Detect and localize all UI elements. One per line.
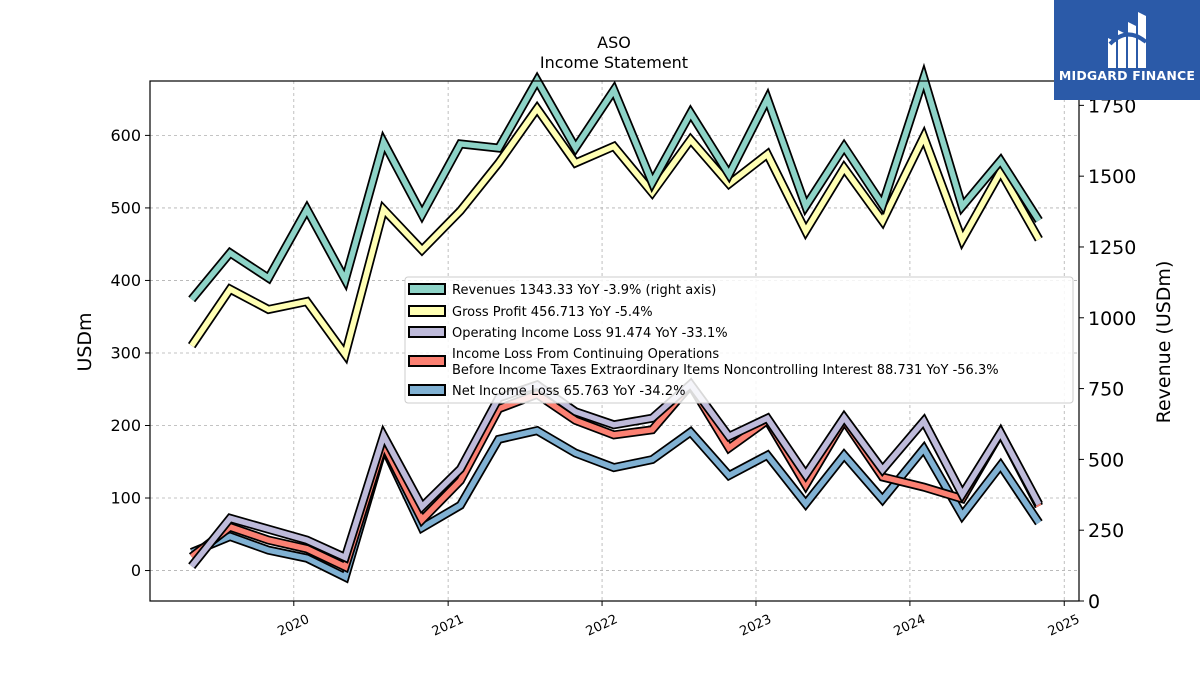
series-gross-profit xyxy=(187,100,1043,365)
right-tick-label: 0 xyxy=(1088,591,1100,613)
x-axis-ticks: 2020 2021 2022 2023 2024 2025 xyxy=(275,601,1082,640)
x-tick-label: 2025 xyxy=(1046,612,1082,640)
legend-item: Operating Income Loss 91.474 YoY -33.1% xyxy=(408,326,728,341)
right-tick-label: 1750 xyxy=(1088,95,1136,117)
left-tick-label: 100 xyxy=(110,489,141,508)
legend-item: Revenues 1343.33 YoY -3.9% (right axis) xyxy=(408,283,716,298)
right-axis-ticks: 0 250 500 750 1000 1250 1500 1750 xyxy=(1079,95,1136,613)
left-tick-label: 0 xyxy=(131,561,141,580)
left-tick-label: 300 xyxy=(110,343,141,362)
x-tick-label: 2024 xyxy=(892,612,928,640)
x-tick-label: 2020 xyxy=(275,612,311,640)
legend-swatch xyxy=(408,326,446,338)
legend-label: Revenues 1343.33 YoY -3.9% (right axis) xyxy=(452,283,716,298)
series-line xyxy=(189,103,1042,361)
y-axis-label: USDm xyxy=(74,312,96,371)
legend-item: Gross Profit 456.713 YoY -5.4% xyxy=(408,305,653,320)
legend-box xyxy=(404,276,1074,404)
legend-swatch xyxy=(408,384,446,396)
series-revenues xyxy=(188,62,1043,303)
legend: Revenues 1343.33 YoY -3.9% (right axis) G… xyxy=(404,276,1074,404)
logo-mark-icon xyxy=(1108,12,1148,68)
chart-subtitle: Income Statement xyxy=(540,53,688,72)
legend-swatch xyxy=(408,305,446,317)
left-axis-ticks: 0 100 200 300 400 500 600 xyxy=(110,126,150,580)
right-tick-label: 500 xyxy=(1088,449,1124,471)
right-tick-label: 250 xyxy=(1088,520,1124,542)
brand-logo: MIDGARD FINANCE xyxy=(1054,0,1200,100)
series-line xyxy=(190,380,1042,571)
legend-label: Income Loss From Continuing Operations xyxy=(452,347,719,362)
right-tick-label: 1250 xyxy=(1088,237,1136,259)
legend-swatch xyxy=(408,355,446,367)
series-line xyxy=(189,380,1042,568)
plot-frame xyxy=(149,80,1080,602)
left-tick-label: 200 xyxy=(110,416,141,435)
x-tick-label: 2022 xyxy=(584,612,620,640)
legend-item: Net Income Loss 65.763 YoY -34.2% xyxy=(408,384,685,399)
series-income-loss-from-continuing-operations-before-income-taxes-extraordinary-items-noncontrolling-interest xyxy=(188,377,1043,574)
left-tick-label: 500 xyxy=(110,198,141,217)
legend-label: Before Income Taxes Extraordinary Items … xyxy=(452,363,999,378)
right-tick-label: 750 xyxy=(1088,379,1124,401)
series-line-outline xyxy=(188,377,1043,574)
right-tick-label: 1500 xyxy=(1088,166,1136,188)
legend-label: Gross Profit 456.713 YoY -5.4% xyxy=(452,305,653,320)
legend-item: Income Loss From Continuing OperationsBe… xyxy=(408,347,999,378)
legend-label: Net Income Loss 65.763 YoY -34.2% xyxy=(452,384,685,399)
x-tick-label: 2023 xyxy=(738,612,774,640)
series-lines xyxy=(187,62,1043,584)
series-operating-income-loss xyxy=(188,377,1043,570)
right-tick-label: 1000 xyxy=(1088,308,1136,330)
chart-title: ASO xyxy=(597,33,631,52)
legend-label: Operating Income Loss 91.474 YoY -33.1% xyxy=(452,326,728,341)
left-tick-label: 400 xyxy=(110,271,141,290)
legend-swatch xyxy=(408,283,446,295)
series-line xyxy=(189,68,1042,302)
y-axis-label-right: Revenue (USDm) xyxy=(1153,261,1175,424)
left-tick-label: 600 xyxy=(110,126,141,145)
x-tick-label: 2021 xyxy=(430,612,466,640)
logo-text: MIDGARD FINANCE xyxy=(1058,68,1196,83)
series-line-outline xyxy=(188,377,1043,570)
